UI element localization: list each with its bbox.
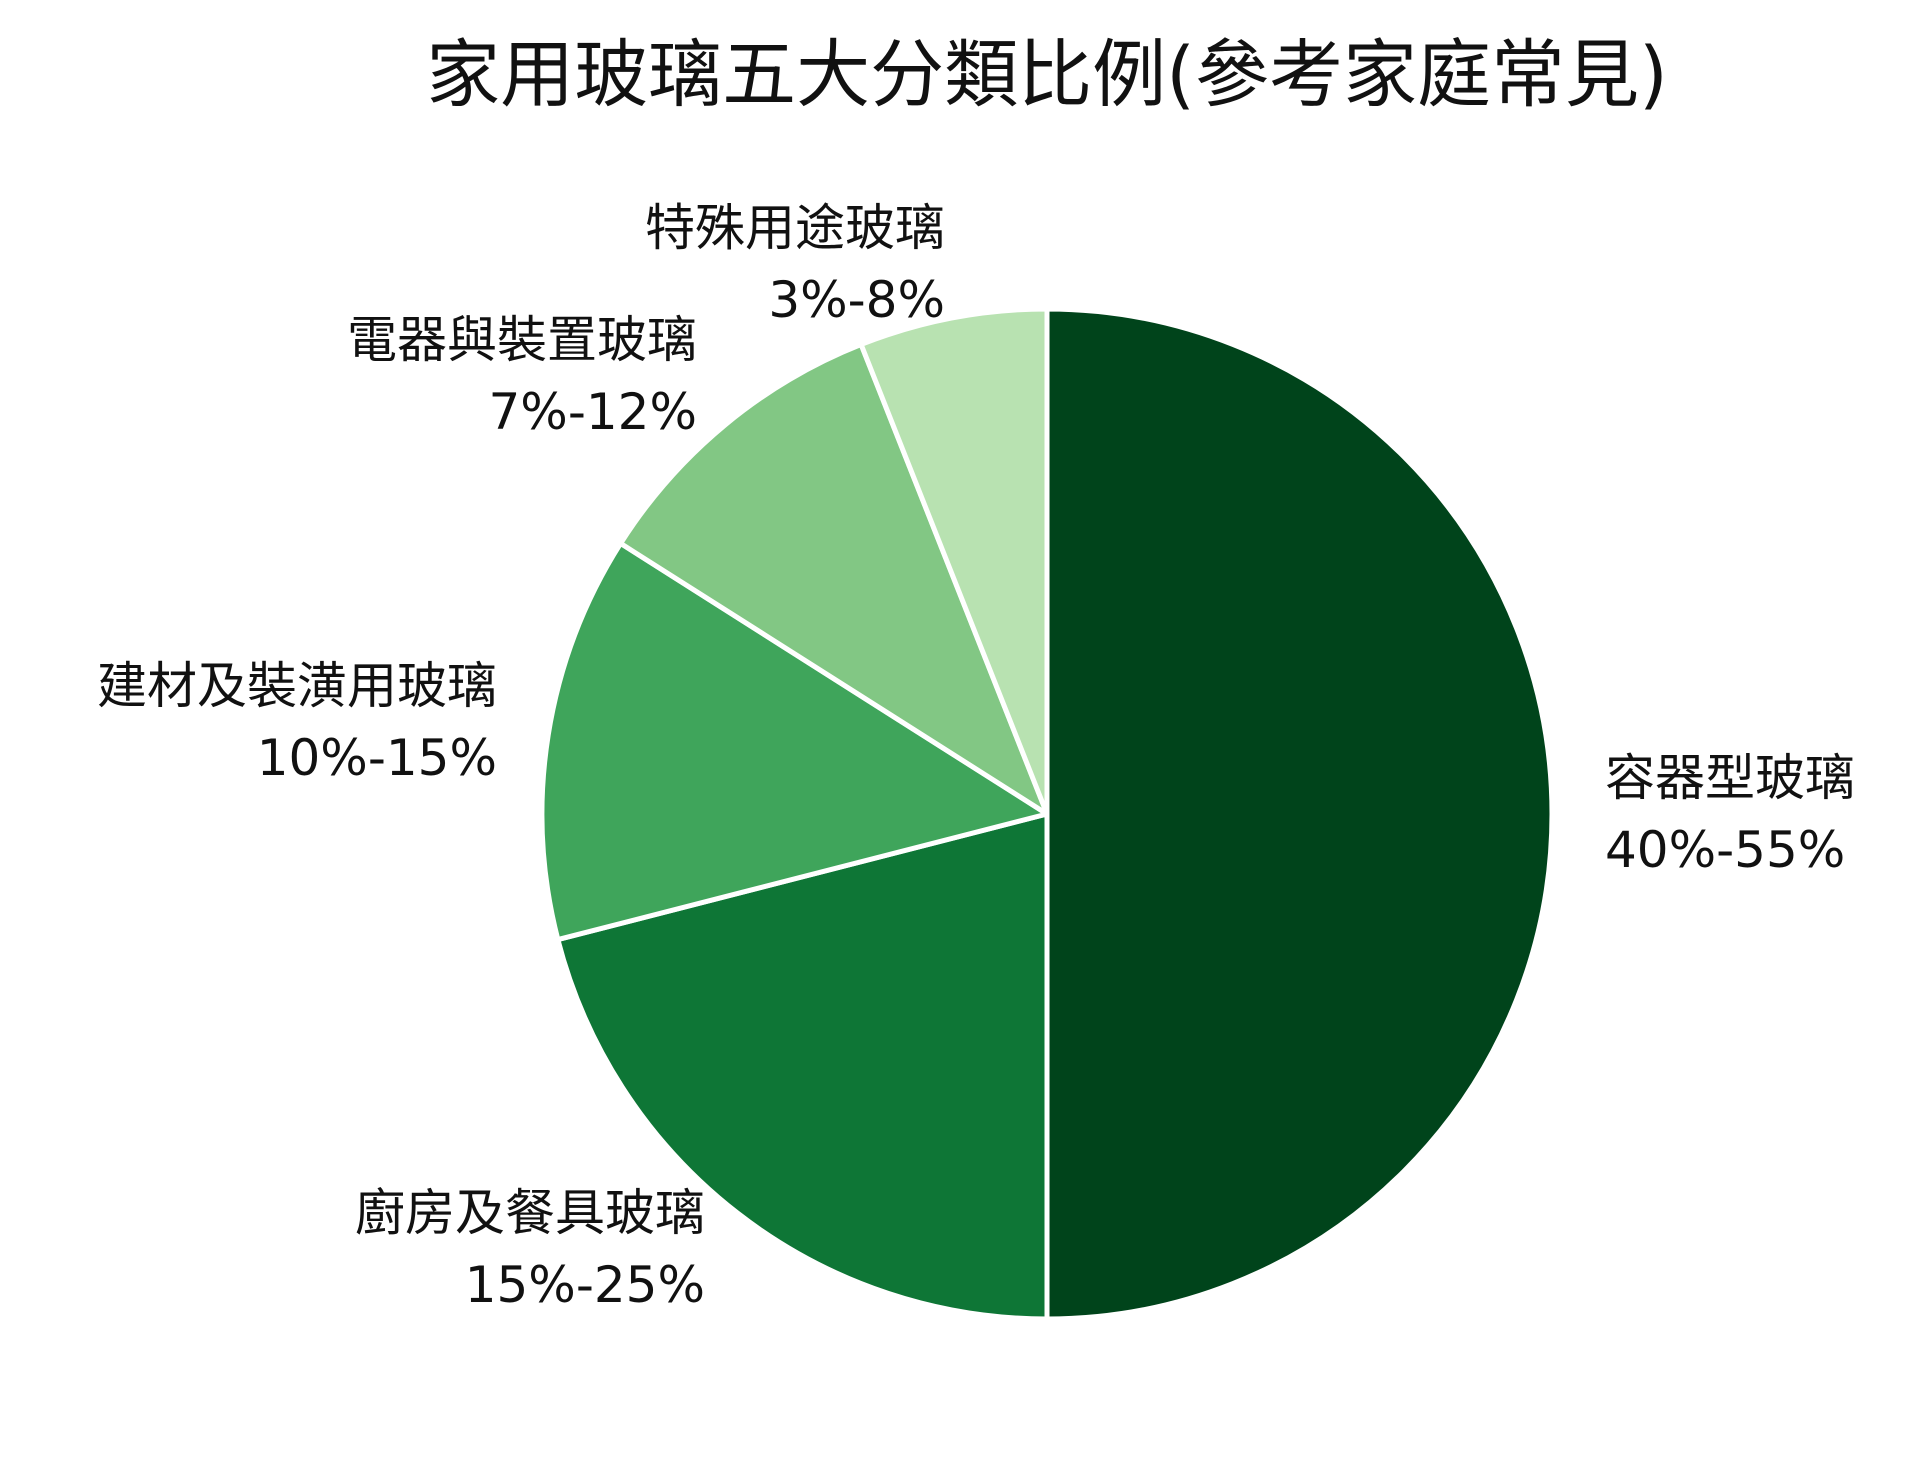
pie-slice-3: [539, 540, 1050, 943]
pie-slice-5: [858, 306, 1050, 817]
pie-slice-4: [618, 341, 1050, 817]
slice-label-range-5: 3%-8%: [768, 271, 945, 329]
slice-label-name-3: 建材及裝潢用玻璃: [97, 657, 497, 715]
slice-label-name-1: 容器型玻璃: [1605, 749, 1855, 807]
slice-label-name-5: 特殊用途玻璃: [645, 199, 945, 257]
pie-slices: [539, 306, 1555, 1322]
slice-label-range-1: 40%-55%: [1605, 821, 1845, 879]
pie-slice-1: [1044, 306, 1555, 1322]
slice-label-range-3: 10%-15%: [257, 729, 497, 787]
chart-title: 家用玻璃五大分類比例(參考家庭常見): [426, 32, 1668, 118]
slice-label-name-4: 電器與裝置玻璃: [347, 311, 697, 369]
slice-label-range-4: 7%-12%: [489, 383, 698, 441]
slice-label-range-2: 15%-25%: [465, 1256, 705, 1314]
slice-labels: 容器型玻璃 40%-55% 廚房及餐具玻璃 15%-25% 建材及裝潢用玻璃 10%-15…: [97, 199, 1855, 1314]
pie-slice-2: [555, 811, 1050, 1322]
slice-label-name-2: 廚房及餐具玻璃: [355, 1184, 705, 1242]
